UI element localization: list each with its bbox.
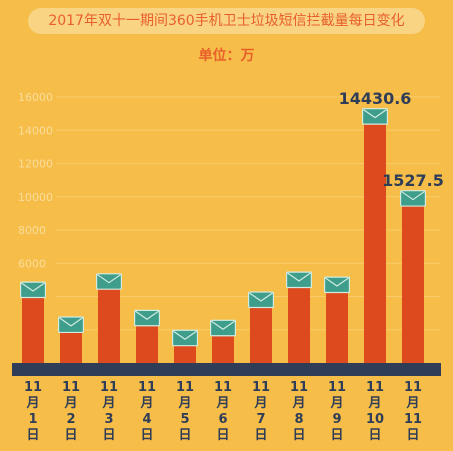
x-tick-label: 11 月 11 日	[404, 380, 422, 443]
baseline-bar	[12, 363, 441, 376]
data-labels: 14430.6 1527.5	[339, 89, 444, 190]
bar-9	[326, 291, 348, 363]
bar-1	[22, 296, 44, 363]
envelope-icon	[248, 291, 274, 309]
x-tick-label: 11 月 1 日	[24, 380, 42, 443]
y-tick-label: 16000	[18, 91, 53, 104]
envelope-icon	[324, 276, 350, 294]
x-tick-label: 11 月 5 日	[176, 380, 194, 443]
x-tick-label: 11 月 7 日	[252, 380, 270, 443]
envelope-icon	[96, 273, 122, 290]
envelope-icon	[286, 271, 312, 289]
x-axis-labels: 11 月 1 日 11 月 2 日 11 月 3 日 11 月 4 日 11 月 5 日 11 月 6 日 11 月 7 日 11 月 8 日…	[24, 380, 422, 443]
y-tick-label: 8000	[18, 224, 46, 237]
x-tick-label: 11 月 4 日	[138, 380, 156, 443]
bar-11	[402, 205, 424, 363]
bar-4	[136, 324, 158, 363]
x-tick-label: 11 月 3 日	[100, 380, 118, 443]
y-axis-ticks: 6000 8000 10000 12000 14000 16000	[18, 91, 53, 270]
x-tick-label: 11 月 8 日	[290, 380, 308, 443]
envelope-icon	[58, 316, 84, 334]
x-tick-label: 11 月 9 日	[328, 380, 346, 443]
envelope-icon	[400, 190, 426, 207]
y-tick-label: 12000	[18, 158, 53, 171]
envelope-icon	[134, 309, 160, 327]
envelope-icon	[362, 108, 388, 125]
y-tick-label: 6000	[18, 257, 46, 270]
title-banner: 2017年双十一期间360手机卫士垃圾短信拦截量每日变化	[28, 8, 425, 34]
bar-6	[212, 334, 234, 363]
envelope-icon	[20, 281, 46, 299]
envelope-icon	[172, 329, 198, 347]
unit-label: 单位：万	[198, 48, 255, 64]
x-tick-label: 11 月 6 日	[214, 380, 232, 443]
bar-7	[250, 306, 272, 363]
x-tick-label: 11 月 10 日	[366, 380, 384, 443]
bars	[20, 108, 426, 363]
bar-8	[288, 286, 310, 363]
data-label: 1527.5	[382, 171, 444, 190]
x-tick-label: 11 月 2 日	[62, 380, 80, 443]
bar-5	[174, 344, 196, 363]
bar-2	[60, 331, 82, 363]
bar-10	[364, 123, 386, 363]
data-label: 14430.6	[339, 89, 412, 108]
chart-title: 2017年双十一期间360手机卫士垃圾短信拦截量每日变化	[48, 13, 405, 29]
envelope-icon	[210, 319, 236, 337]
bar-3	[98, 288, 120, 363]
y-tick-label: 10000	[18, 191, 53, 204]
y-tick-label: 14000	[18, 124, 53, 137]
